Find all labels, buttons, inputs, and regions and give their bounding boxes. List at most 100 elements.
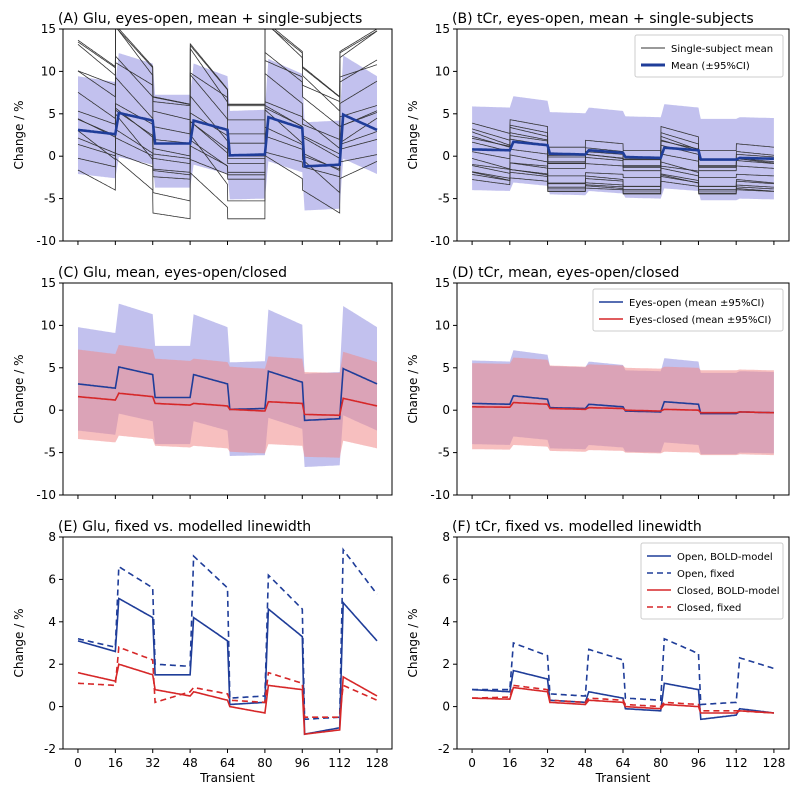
y-tick-label: 0 <box>442 700 450 714</box>
y-axis-label: Change / % <box>406 100 420 169</box>
panel-title: (E) Glu, fixed vs. modelled linewidth <box>58 519 311 535</box>
y-tick-label: -2 <box>44 742 56 756</box>
y-tick-label: 0 <box>442 149 450 163</box>
x-axis-label: Transient <box>199 771 255 785</box>
series-line-1 <box>77 111 378 168</box>
y-tick-label: 0 <box>442 403 450 417</box>
y-tick-label: 4 <box>48 615 56 629</box>
y-tick-label: 0 <box>48 403 56 417</box>
series-line-1 <box>472 401 774 414</box>
single-subject-line <box>77 154 378 220</box>
y-tick-label: -10 <box>36 488 56 502</box>
y-axis-label: Change / % <box>12 608 26 677</box>
single-subject-line <box>77 104 378 165</box>
legend-label: Eyes-closed (mean ±95%CI) <box>629 315 771 326</box>
legend-label: Open, fixed <box>677 569 734 580</box>
legend: Open, BOLD-model Open, fixed Closed, BOLD-… <box>640 542 784 620</box>
legend-label: Closed, fixed <box>677 603 741 614</box>
x-tick-label: 96 <box>295 756 310 770</box>
panel-title: (F) tCr, fixed vs. modelled linewidth <box>452 519 702 535</box>
y-tick-label: 15 <box>41 276 56 290</box>
panel-title: (B) tCr, eyes-open, mean + single-subjec… <box>452 11 754 27</box>
y-tick-label: 0 <box>48 149 56 163</box>
single-subject-line <box>472 162 774 178</box>
series-line-0 <box>77 597 378 736</box>
x-tick-label: 128 <box>366 756 389 770</box>
series-line-1 <box>472 637 775 706</box>
single-subject-line <box>472 119 774 151</box>
y-tick-label: 10 <box>435 318 450 332</box>
y-tick-label: -10 <box>36 234 56 248</box>
series-line-2 <box>472 686 774 714</box>
y-tick-label: 10 <box>435 64 450 78</box>
y-tick-label: 10 <box>41 318 56 332</box>
y-tick-label: -2 <box>438 742 450 756</box>
panel-title: (C) Glu, mean, eyes-open/closed <box>58 265 287 281</box>
series-line-0 <box>472 669 775 721</box>
y-tick-label: 2 <box>442 657 450 671</box>
plot-area <box>471 96 774 201</box>
y-tick-label: -5 <box>438 192 450 206</box>
y-tick-label: 15 <box>41 22 56 36</box>
panel-title: (D) tCr, mean, eyes-open/closed <box>452 265 679 281</box>
y-tick-label: -10 <box>430 234 450 248</box>
y-tick-label: 15 <box>435 22 450 36</box>
plot-area <box>472 350 774 456</box>
plot-area <box>77 29 378 220</box>
y-tick-label: -5 <box>438 446 450 460</box>
series-line-2 <box>77 663 378 736</box>
y-axis-label: Change / % <box>406 354 420 423</box>
series-line-0 <box>472 394 774 415</box>
y-tick-label: 8 <box>442 530 450 544</box>
panel-c: -10 -5 0 5 10 15 Change / % (C) Glu, mean, eyes… <box>12 265 393 502</box>
series-line-1 <box>472 140 774 161</box>
single-subject-line <box>472 148 774 172</box>
x-axis-label: Transient <box>595 771 651 785</box>
y-tick-label: 6 <box>442 572 450 586</box>
legend-box <box>634 34 784 78</box>
panel-title: (A) Glu, eyes-open, mean + single-subjec… <box>58 11 362 27</box>
y-axis-label: Change / % <box>12 100 26 169</box>
y-tick-label: 0 <box>48 700 56 714</box>
x-tick-label: 112 <box>328 756 351 770</box>
y-tick-label: -5 <box>44 446 56 460</box>
x-tick-label: 48 <box>182 756 197 770</box>
plot-area <box>472 637 775 721</box>
legend-label: Single-subject mean <box>671 44 773 55</box>
x-tick-label: 128 <box>762 756 785 770</box>
single-subject-line <box>472 177 774 194</box>
single-subject-line <box>77 109 378 202</box>
x-tick-label: 80 <box>257 756 272 770</box>
legend-label: Mean (±95%CI) <box>671 61 750 72</box>
single-subject-line <box>77 151 378 180</box>
panel-a: -10 -5 0 5 10 15 Change / % (A) Glu, eyes-open,… <box>12 11 393 248</box>
y-axis-label: Change / % <box>406 608 420 677</box>
legend-label: Closed, BOLD-model <box>677 586 780 597</box>
legend-label: Eyes-open (mean ±95%CI) <box>629 298 765 309</box>
series-line-3 <box>472 684 774 714</box>
y-tick-label: 10 <box>41 64 56 78</box>
y-tick-label: -10 <box>430 488 450 502</box>
x-tick-label: 0 <box>74 756 82 770</box>
x-tick-label: 112 <box>725 756 748 770</box>
y-tick-label: 5 <box>48 361 56 375</box>
x-tick-label: 64 <box>220 756 235 770</box>
plot-area <box>77 547 378 736</box>
y-axis-label: Change / % <box>12 354 26 423</box>
single-subject-line <box>77 29 378 105</box>
panel-d: -10 -5 0 5 10 15 Change / % (D) tCr, mean, eyes… <box>406 265 790 502</box>
x-tick-label: 96 <box>691 756 706 770</box>
panel-b: -10 -5 0 5 10 15 Change / % (B) tCr, eyes-open,… <box>406 11 790 248</box>
x-tick-label: 16 <box>502 756 517 770</box>
x-tick-label: 64 <box>615 756 630 770</box>
x-tick-label: 80 <box>653 756 668 770</box>
plot-area <box>77 303 378 467</box>
legend-box <box>640 542 784 620</box>
legend-box <box>592 288 784 332</box>
y-tick-label: 4 <box>442 615 450 629</box>
legend-label: Open, BOLD-model <box>677 552 773 563</box>
y-tick-label: -5 <box>44 192 56 206</box>
